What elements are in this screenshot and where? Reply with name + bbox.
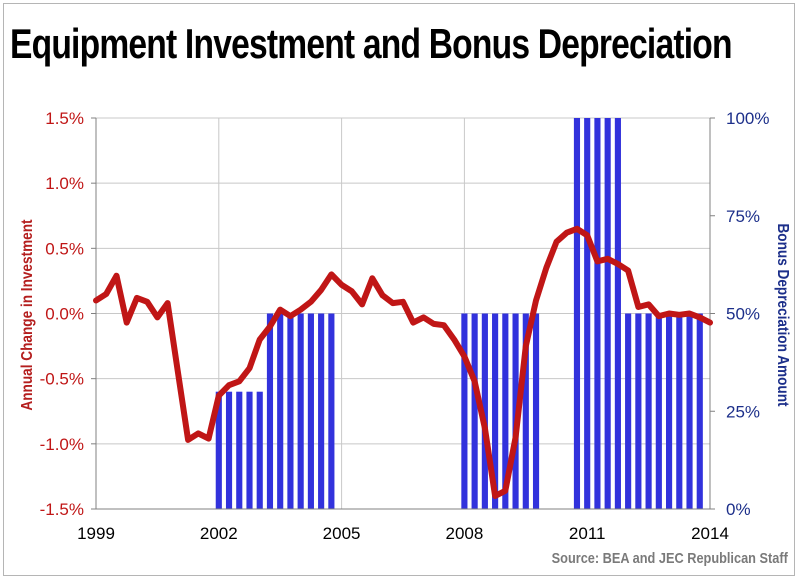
bar bbox=[614, 118, 621, 509]
bar bbox=[686, 313, 693, 509]
right-axis-tick-label: 0% bbox=[726, 500, 751, 519]
bar bbox=[266, 313, 274, 509]
left-axis-tick-label: 0.0% bbox=[45, 305, 84, 324]
bar bbox=[297, 313, 304, 509]
bar bbox=[594, 118, 601, 509]
left-axis-tick-label: -1.0% bbox=[40, 435, 84, 454]
bar bbox=[635, 313, 642, 509]
left-axis-tick-label: 1.5% bbox=[45, 109, 84, 128]
investment-line bbox=[93, 225, 713, 499]
bar bbox=[492, 313, 499, 509]
chart-title: Equipment Investment and Bonus Depreciat… bbox=[10, 20, 733, 67]
left-axis-tick-label: -0.5% bbox=[40, 370, 84, 389]
bar bbox=[645, 313, 652, 509]
right-axis-tick-label: 75% bbox=[726, 207, 760, 226]
bar bbox=[604, 118, 611, 509]
bar bbox=[461, 313, 468, 509]
bar bbox=[318, 313, 325, 509]
bar bbox=[215, 391, 222, 509]
axes bbox=[91, 117, 715, 510]
source-note: Source: BEA and JEC Republican Staff bbox=[551, 550, 788, 567]
right-axis-tick-label: 25% bbox=[726, 402, 760, 421]
bar bbox=[696, 313, 703, 509]
bar bbox=[246, 391, 253, 509]
chart-frame bbox=[3, 3, 795, 576]
x-axis-tick-label: 2011 bbox=[569, 524, 606, 543]
bar bbox=[676, 313, 683, 509]
bar bbox=[287, 313, 294, 509]
right-axis-tick-label: 50% bbox=[726, 305, 760, 324]
bar bbox=[522, 313, 529, 509]
bar bbox=[665, 313, 673, 509]
bar bbox=[328, 313, 335, 509]
bar bbox=[625, 313, 632, 509]
left-axis-tick-label: 0.5% bbox=[45, 239, 84, 258]
line-series bbox=[93, 225, 713, 499]
x-axis-tick-label: 1999 bbox=[77, 524, 115, 543]
left-axis-label: Annual Change in Investment bbox=[19, 219, 36, 411]
tick-labels: -1.5% -1.0% -0.5% 0.0% 0.5% 1.0% 1.5% 0% 25% 50% 7… bbox=[40, 109, 770, 543]
right-axis-tick-label: 100% bbox=[726, 109, 769, 128]
bar bbox=[584, 118, 591, 509]
bar bbox=[307, 313, 314, 509]
bar bbox=[481, 313, 488, 509]
x-axis-tick-label: 2008 bbox=[445, 524, 483, 543]
x-axis-tick-label: 2005 bbox=[323, 524, 361, 543]
bar bbox=[225, 391, 233, 509]
bar bbox=[655, 313, 662, 509]
bar bbox=[236, 391, 243, 509]
bar bbox=[502, 313, 509, 509]
bar bbox=[573, 118, 581, 509]
bar bbox=[532, 313, 540, 509]
bar bbox=[256, 391, 263, 509]
bar bbox=[277, 313, 284, 509]
left-axis-tick-label: 1.0% bbox=[45, 174, 84, 193]
x-axis-tick-label: 2014 bbox=[691, 524, 729, 543]
x-axis-tick-label: 2002 bbox=[200, 524, 238, 543]
right-axis-label: Bonus Depreciation Amount bbox=[774, 223, 791, 407]
bar bbox=[471, 313, 478, 509]
left-axis-tick-label: -1.5% bbox=[40, 500, 84, 519]
